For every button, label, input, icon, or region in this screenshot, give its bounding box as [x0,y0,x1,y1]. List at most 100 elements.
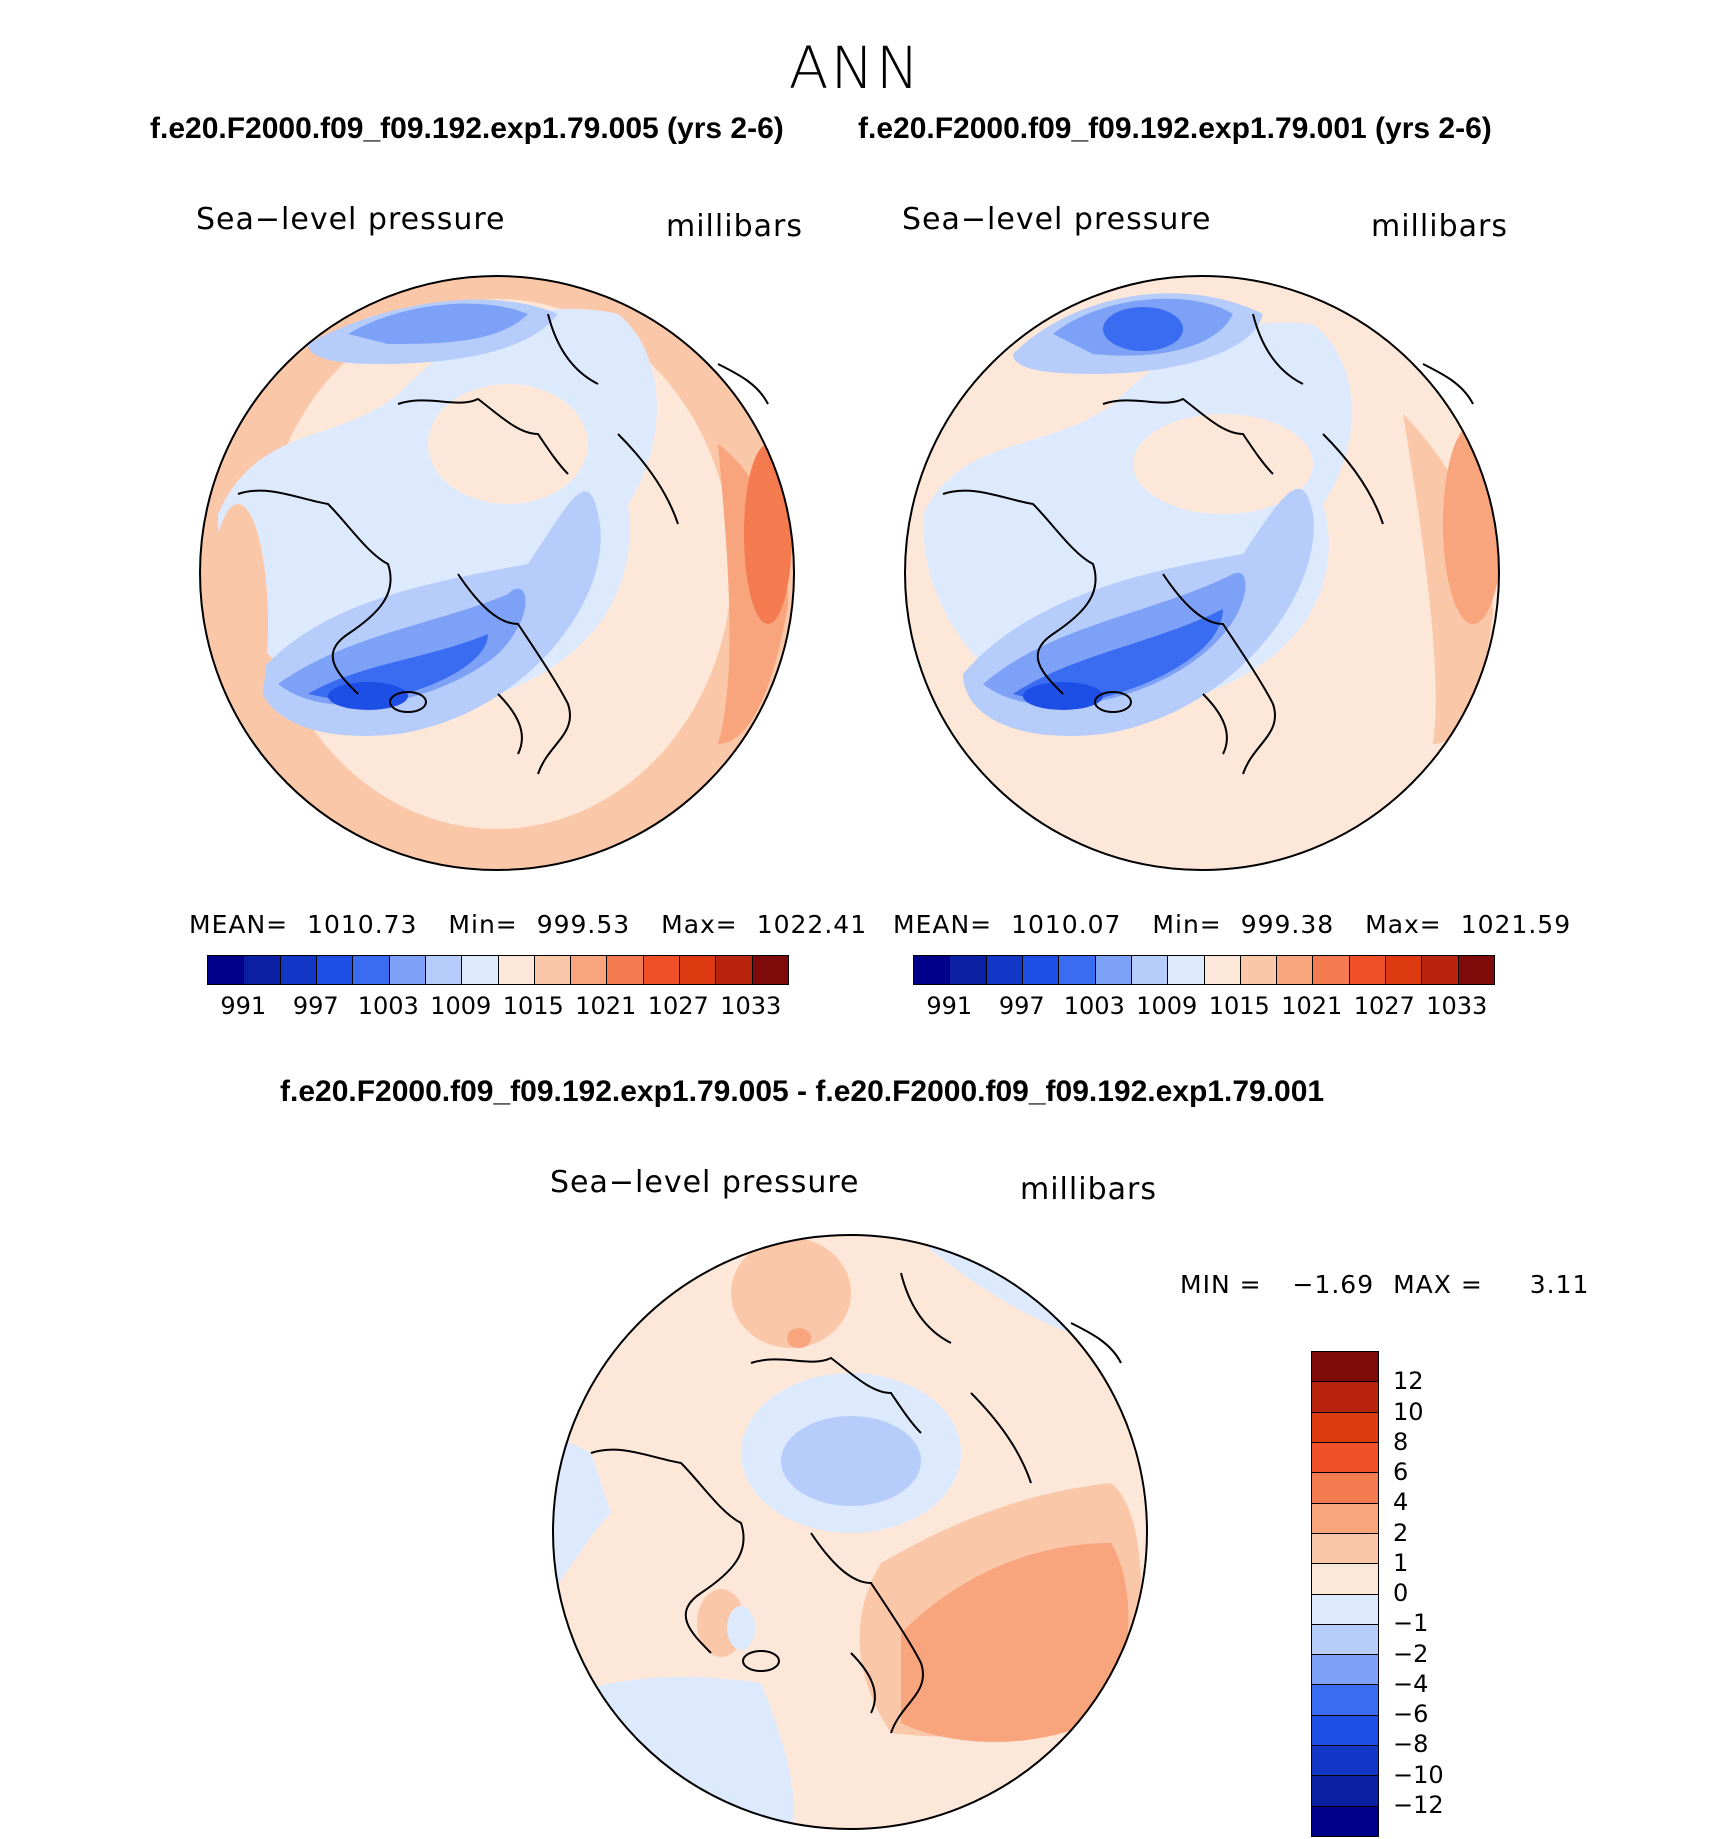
right-colorbar-swatch [1458,956,1494,984]
diff-map-contours [553,1235,1147,1829]
left-mean-label: MEAN= [189,910,289,939]
contour-region [787,1328,811,1348]
right-colorbar-swatch [1059,956,1096,984]
left-colorbar-swatch [353,956,390,984]
left-colorbar-swatch [208,956,245,984]
left-colorbar-swatch [244,956,281,984]
right-variable-label: Sea−level pressure [902,202,1212,237]
left-colorbar-swatch [571,956,608,984]
right-colorbar-tick-label: 1027 [1353,992,1415,1020]
left-min-value: 999.53 [536,910,631,939]
right-colorbar-tick-label: 1009 [1136,992,1198,1020]
right-map-border [904,275,1500,871]
diff-colorbar-swatch [1312,1624,1378,1656]
right-min-label: Min= [1152,910,1222,939]
left-colorbar-swatch [643,956,681,984]
diff-max-value: 3.11 [1529,1270,1590,1299]
left-colorbar-swatch [680,956,717,984]
diff-colorbar-tick-label: 4 [1393,1488,1409,1517]
right-colorbar-swatch [986,956,1023,984]
diff-colorbar-tick-label: −10 [1393,1760,1444,1789]
contour-region [208,504,268,744]
diff-colorbar-swatch [1312,1533,1378,1565]
contour-region [1013,609,1223,706]
diff-colorbar-tick-label: −12 [1393,1790,1444,1819]
season-title: ANN [788,34,922,102]
diff-colorbar-tick-label: −4 [1393,1669,1429,1698]
left-colorbar-swatch [280,956,317,984]
diff-colorbar-tick-label: −2 [1393,1639,1429,1668]
diff-colorbar-tick-label: −8 [1393,1730,1429,1759]
contour-region [727,1606,755,1650]
left-colorbar-swatch [498,956,535,984]
diff-colorbar-swatch [1312,1776,1378,1807]
left-units-label: millibars [666,209,803,244]
diff-variable-label: Sea−level pressure [550,1165,860,1200]
right-colorbar-swatch [1277,956,1314,984]
diff-colorbar-swatch [1312,1564,1378,1595]
contour-region [1443,424,1499,624]
right-colorbar-swatch [1313,956,1350,984]
contour-region [744,444,792,624]
left-colorbar [207,955,789,985]
contour-region [348,303,528,344]
right-colorbar-swatch [1349,956,1387,984]
right-units-label: millibars [1371,209,1508,244]
left-colorbar-tick-label: 1003 [357,992,419,1020]
left-map-border [199,275,795,871]
diff-colorbar-tick-label: −6 [1393,1700,1429,1728]
contour-region [901,1543,1129,1742]
contour-region [1103,307,1183,351]
diff-colorbar-swatch [1312,1412,1378,1443]
diff-colorbar-swatch [1312,1746,1378,1777]
left-polar-map [199,275,795,871]
diff-colorbar-tick-label: 1 [1393,1548,1409,1577]
contour-region [553,1433,611,1593]
left-map-contours [200,276,794,870]
right-colorbar-tick-label: 991 [926,992,973,1020]
left-mean-value: 1010.73 [307,910,418,939]
left-colorbar-swatch [607,956,644,984]
diff-colorbar-swatch [1312,1655,1378,1686]
left-colorbar-tick-label: 1015 [502,992,564,1020]
right-colorbar-swatch [1168,956,1205,984]
right-colorbar-tick-label: 1015 [1208,992,1270,1020]
diff-colorbar-tick-label: 0 [1393,1579,1409,1607]
diff-colorbar-swatch [1312,1382,1378,1413]
diff-max-label: MAX = [1393,1270,1483,1299]
diff-colorbar-swatch [1312,1685,1378,1716]
diff-colorbar-tick-label: −1 [1393,1609,1429,1638]
contour-region [983,572,1246,706]
difference-case-title: f.e20.F2000.f09_f09.192.exp1.79.005 - f.… [280,1075,1325,1108]
right-mean-value: 1010.07 [1011,910,1122,939]
left-stats: MEAN= 1010.73 Min= 999.53 Max= 1022.41 [189,910,867,939]
right-polar-map [904,275,1500,871]
right-case-title: f.e20.F2000.f09_f09.192.exp1.79.001 (yrs… [858,112,1492,145]
left-colorbar-swatch [389,956,426,984]
diff-colorbar-tick-label: 10 [1393,1397,1424,1426]
right-colorbar-tick-label: 997 [998,992,1045,1020]
diff-colorbar-swatch [1312,1473,1378,1504]
left-max-value: 1022.41 [756,910,868,939]
left-coastlines [237,313,769,775]
right-coastlines [942,313,1474,775]
left-colorbar-tick-label: 997 [292,992,339,1020]
diff-colorbar-ticks: 12 10 8 6 4 2 1 0 −1 −2 −4 −6 −8 −10 −12 [1393,1351,1473,1835]
left-min-label: Min= [448,910,518,939]
right-colorbar-swatch [1095,956,1132,984]
contour-region [553,1677,794,1829]
diff-colorbar-swatch [1312,1503,1378,1534]
left-colorbar-swatch [534,956,572,984]
right-colorbar-swatch [1422,956,1459,984]
diff-colorbar-tick-label: 2 [1393,1518,1409,1547]
diff-stats: MIN = −1.69 MAX = 3.11 [1180,1270,1589,1299]
right-colorbar-tick-label: 1003 [1063,992,1125,1020]
right-colorbar [913,955,1495,985]
right-max-label: Max= [1365,910,1442,939]
right-colorbar-swatch [1240,956,1278,984]
right-colorbar-swatch [914,956,951,984]
diff-colorbar-swatch [1312,1715,1378,1747]
left-variable-label: Sea−level pressure [196,202,506,237]
diff-units-label: millibars [1020,1172,1157,1207]
left-case-title: f.e20.F2000.f09_f09.192.exp1.79.005 (yrs… [150,112,784,145]
